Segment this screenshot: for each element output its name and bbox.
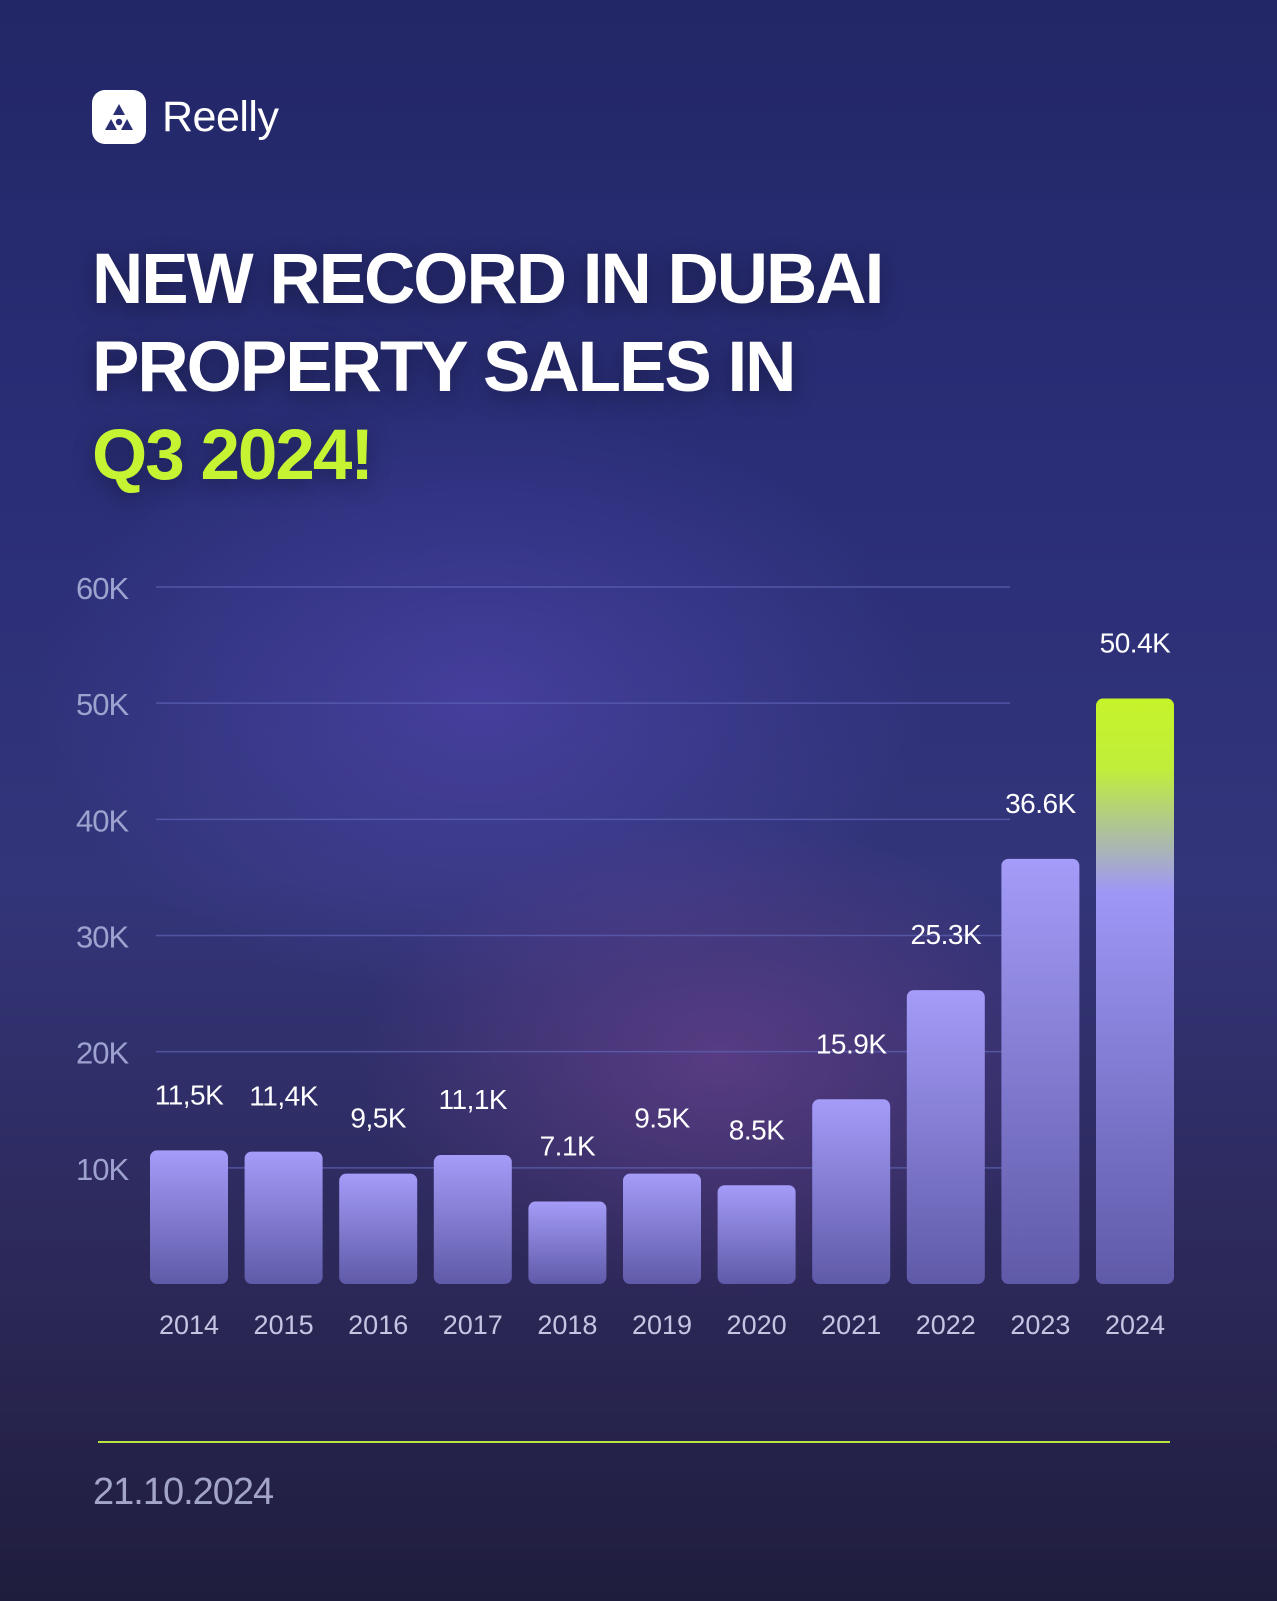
headline-line-3: Q3 2024! <box>92 416 374 495</box>
x-tick-label-2022: 2022 <box>916 1310 976 1340</box>
data-label-2020: 8.5K <box>729 1114 785 1145</box>
footer-divider <box>98 1441 1170 1443</box>
y-tick-label: 50K <box>76 687 129 722</box>
x-tick-label-2014: 2014 <box>159 1310 219 1340</box>
bar-2022 <box>906 990 985 1284</box>
bar-2016 <box>339 1173 418 1284</box>
data-label-2014: 11,5K <box>155 1079 224 1110</box>
x-tick-label-2015: 2015 <box>254 1310 314 1340</box>
y-tick-label: 10K <box>76 1152 129 1187</box>
data-label-2016: 9,5K <box>350 1103 406 1134</box>
brand-logo: Reelly <box>92 90 279 144</box>
headline: NEW RECORD IN DUBAI PROPERTY SALES IN Q3… <box>92 236 884 500</box>
bar-2019 <box>623 1173 701 1284</box>
bar-2018 <box>528 1201 607 1284</box>
y-tick-label: 60K <box>76 571 129 606</box>
bar-2014 <box>150 1150 228 1284</box>
data-label-2024: 50.4K <box>1100 628 1171 659</box>
x-tick-label-2021: 2021 <box>821 1310 881 1340</box>
x-tick-label-2016: 2016 <box>348 1310 408 1340</box>
reelly-logo-icon <box>92 90 146 144</box>
headline-line-2: PROPERTY SALES IN <box>92 328 796 407</box>
bar-2017 <box>433 1155 512 1284</box>
bar-2024 <box>1096 698 1174 1284</box>
x-tick-label-2019: 2019 <box>632 1310 692 1340</box>
data-label-2017: 11,1K <box>439 1084 508 1115</box>
x-tick-label-2024: 2024 <box>1105 1310 1165 1340</box>
bar-2023 <box>1001 858 1080 1284</box>
x-tick-label-2023: 2023 <box>1010 1310 1070 1340</box>
x-tick-label-2020: 2020 <box>727 1310 787 1340</box>
data-label-2019: 9.5K <box>634 1103 690 1134</box>
y-tick-label: 20K <box>76 1036 129 1071</box>
bar-2020 <box>717 1185 796 1284</box>
bar-2015 <box>244 1151 323 1284</box>
bar-2021 <box>812 1099 891 1284</box>
x-tick-label-2018: 2018 <box>537 1310 597 1340</box>
headline-line-1: NEW RECORD IN DUBAI <box>92 240 884 319</box>
publish-date: 21.10.2024 <box>93 1471 274 1513</box>
data-label-2015: 11,4K <box>249 1081 318 1112</box>
y-tick-label: 30K <box>76 920 129 955</box>
bar-chart: 10K 20K 30K 40K 50K 60K 11,5K 2014 11,4K 2015 9,5… <box>76 571 1174 1340</box>
data-label-2021: 15.9K <box>816 1028 887 1059</box>
data-label-2018: 7.1K <box>540 1131 596 1162</box>
y-tick-label: 40K <box>76 803 129 838</box>
brand-name: Reelly <box>162 92 279 141</box>
data-label-2023: 36.6K <box>1005 788 1076 819</box>
x-tick-label-2017: 2017 <box>443 1310 503 1340</box>
data-label-2022: 25.3K <box>910 919 981 950</box>
